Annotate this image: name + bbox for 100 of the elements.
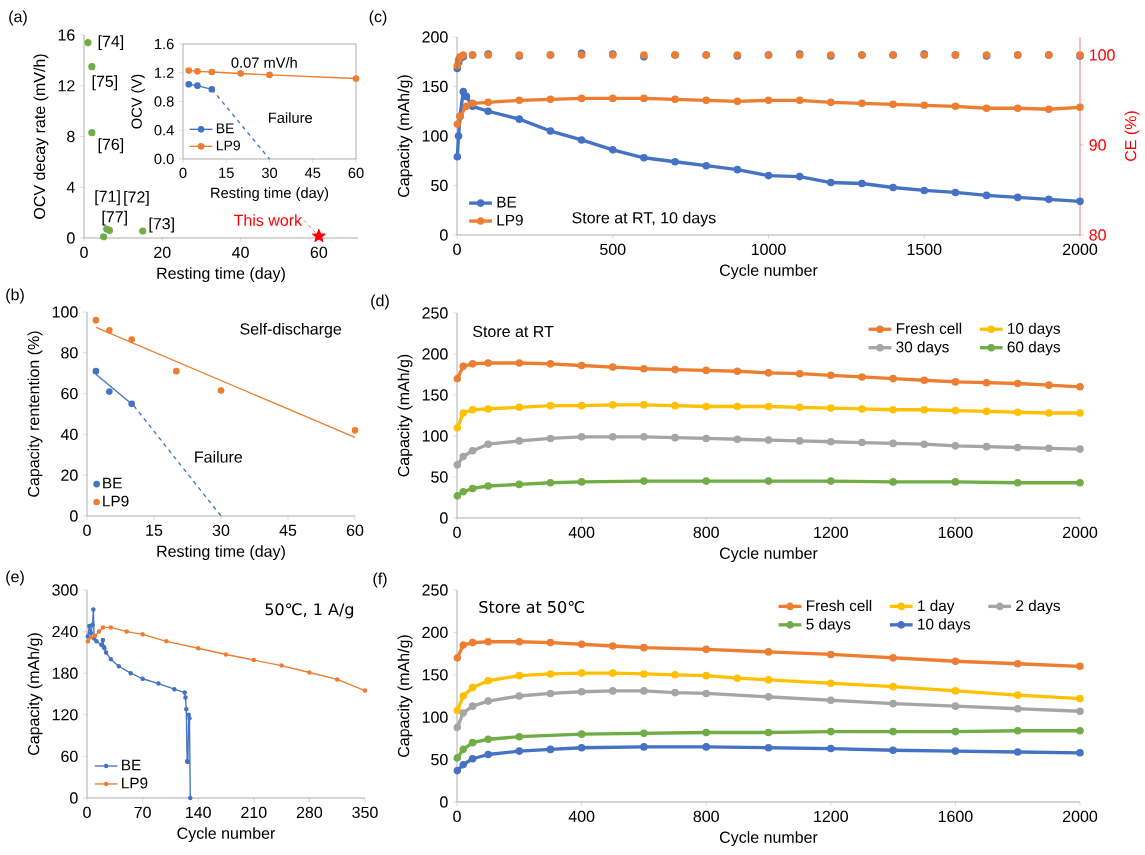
y-tick-label: 1.6	[155, 38, 174, 50]
legend-label: LP9	[103, 495, 129, 507]
y-tick-label: 150	[422, 389, 448, 401]
annotation: [72]	[124, 190, 149, 206]
y-tick-label: 300	[52, 584, 78, 596]
y-tick-label: 50	[431, 471, 448, 483]
x-tick-label: 800	[693, 810, 719, 823]
legend-label: BE	[497, 196, 517, 208]
y-tick-label: 0	[440, 796, 448, 808]
y-tick-label: 100	[422, 711, 448, 723]
x-tick-label: 400	[568, 526, 595, 539]
y-tick-label: 0.4	[154, 125, 174, 136]
x-tick-label: 140	[186, 806, 211, 819]
y-tick-label: 200	[422, 31, 448, 43]
x-tick-label: 1500	[907, 243, 942, 256]
legend-label: 1 day	[918, 599, 955, 615]
x-tick-label: 40	[232, 246, 249, 259]
legend-label: Fresh cell	[807, 599, 872, 612]
x-tick-label: 0	[453, 243, 461, 256]
chart-title: (f)	[373, 572, 387, 588]
legend-label: BE	[216, 123, 234, 134]
legend-label: LP9	[216, 140, 240, 151]
annotation: Store at RT, 10 days	[572, 211, 716, 227]
annotation: [75]	[92, 75, 118, 91]
x-axis-title: Cycle number	[177, 827, 276, 843]
x-tick-label: 2000	[1063, 243, 1098, 256]
x-tick-label: 2000	[1063, 526, 1098, 539]
y-tick-label: 150	[422, 80, 448, 93]
x-tick-label: 400	[568, 810, 595, 823]
annotation: [73]	[149, 217, 174, 233]
x-axis-title: Cycle number	[719, 831, 818, 847]
annotation: [74]	[98, 35, 124, 51]
x-tick-label: 60	[310, 246, 328, 259]
y-tick-label: 100	[422, 130, 448, 142]
y-axis-title: Capacity rentention (%)	[27, 331, 43, 497]
x-tick-label: 0	[453, 526, 461, 539]
y-tick-label: 100	[52, 306, 78, 318]
y-tick-label: 0	[440, 512, 448, 524]
annotation: [71]	[95, 190, 120, 206]
y-tick-label: 0	[70, 792, 78, 804]
x-tick-label: 0	[83, 806, 91, 819]
legend-label: LP9	[497, 214, 523, 226]
legend-label: 10 days	[918, 618, 971, 633]
y-axis-title: Capacity (mAh/g)	[397, 354, 413, 477]
annotation: [77]	[102, 210, 127, 226]
x-tick-label: 60	[348, 167, 364, 179]
y-axis-title: OCV (V)	[131, 74, 145, 129]
y-tick-label: 0	[70, 510, 78, 522]
y-tick-label: 50	[431, 179, 448, 192]
x-tick-label: 60	[346, 524, 364, 537]
y-axis-title: Capacity (mAh/g)	[397, 75, 413, 197]
x-tick-label: 1200	[814, 810, 848, 823]
y-axis-title: Capacity (mAh/g)	[397, 635, 413, 757]
y-tick-label: 1.2	[155, 67, 174, 78]
x-tick-label: 800	[693, 526, 719, 539]
x-tick-label: 350	[352, 806, 378, 819]
y-axis-title: OCV decay rate (mV/h)	[33, 54, 49, 219]
y-tick-label: 80	[61, 347, 78, 359]
y-tick-label: 200	[422, 348, 448, 360]
x-tick-label: 500	[600, 243, 626, 256]
chart-title: (d)	[371, 294, 389, 310]
x-tick-label: 280	[296, 806, 323, 819]
y-tick-label: 0	[67, 232, 75, 244]
chart-title: (e)	[6, 570, 24, 586]
annotation: This work	[233, 214, 303, 226]
y2-tick-label: 80	[1089, 229, 1106, 241]
y-tick-label: 120	[52, 709, 78, 721]
x-tick-label: 1000	[751, 243, 786, 256]
x-axis-title: Cycle number	[719, 547, 818, 563]
x-tick-label: 0	[179, 167, 187, 179]
y-tick-label: 60	[61, 750, 78, 763]
y-tick-label: 250	[422, 584, 448, 596]
chart-title: (c)	[369, 10, 387, 26]
legend-label: LP9	[122, 777, 148, 789]
chart-title: (b)	[6, 288, 24, 304]
annotation: [76]	[98, 138, 124, 154]
y-tick-label: 60	[61, 387, 78, 400]
y-tick-label: 180	[52, 667, 78, 679]
annotation: 0.07 mV/h	[231, 57, 297, 68]
y-tick-label: 240	[52, 625, 78, 638]
x-tick-label: 0	[83, 524, 91, 537]
chart-title: (a)	[9, 10, 27, 26]
annotation: Self-discharge	[240, 322, 342, 338]
y-tick-label: 40	[60, 428, 78, 441]
y-tick-label: 16	[58, 29, 75, 41]
x-tick-label: 15	[146, 524, 163, 536]
y-tick-label: 8	[67, 130, 75, 143]
y-tick-label: 0	[440, 229, 448, 241]
annotation: 50℃, 1 A/g	[265, 603, 354, 619]
legend-label: 30 days	[896, 341, 949, 356]
x-tick-label: 1600	[938, 526, 973, 539]
y2-tick-label: 100	[1089, 49, 1115, 61]
x-tick-label: 30	[212, 524, 230, 537]
x-tick-label: 210	[241, 806, 267, 819]
annotation: Failure	[269, 112, 313, 123]
x-axis-title: Cycle number	[719, 264, 818, 280]
legend-label: BE	[103, 477, 122, 489]
annotation: Store at RT	[473, 325, 554, 338]
x-tick-label: 30	[261, 167, 278, 179]
x-tick-label: 2000	[1063, 810, 1098, 823]
